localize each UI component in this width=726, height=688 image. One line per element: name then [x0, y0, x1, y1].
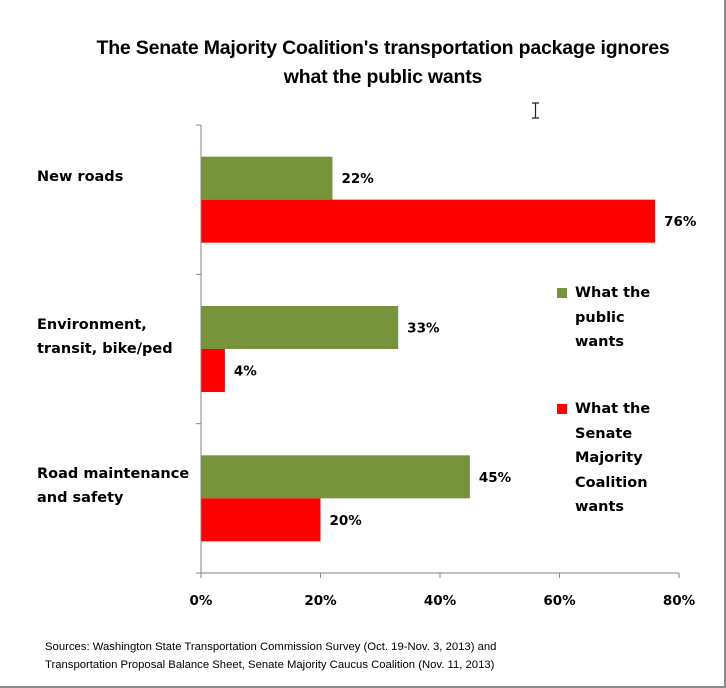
x-tick-label: 60%: [543, 593, 576, 609]
legend-text-line: What the: [575, 401, 651, 417]
bar-public: [201, 455, 470, 499]
legend-entry-public: What the public wants: [557, 281, 695, 355]
legend-text-line: public: [575, 309, 625, 326]
category-label-line: and safety: [37, 490, 124, 506]
data-label: 20%: [330, 513, 363, 529]
category-label-line: New roads: [37, 169, 124, 185]
chart-title-line-2: what the public wants: [283, 66, 483, 88]
legend-text-line: Senate: [575, 425, 633, 442]
legend-item-senate: What the Senate Majority Coalition wants: [557, 397, 695, 520]
legend-swatch-red: [557, 404, 567, 414]
source-note: Sources: Washington State Transportation…: [45, 638, 496, 674]
legend-swatch-green: [557, 288, 567, 298]
legend-text-line: wants: [575, 499, 625, 515]
category-label-new-roads: New roads: [37, 165, 123, 189]
bar-senate: [201, 349, 225, 392]
legend-text-line: Coalition: [575, 474, 648, 491]
text-cursor-icon: [532, 102, 539, 119]
legend-text-line: Majority: [575, 450, 643, 466]
x-tick-label: 40%: [424, 593, 457, 609]
bar-senate: [201, 199, 656, 243]
category-label-line: transit, bike/ped: [37, 341, 173, 357]
bar-senate: [201, 498, 321, 542]
data-label: 45%: [479, 470, 512, 486]
data-label: 22%: [341, 171, 374, 187]
source-line-2: Transportation Proposal Balance Sheet, S…: [45, 659, 495, 671]
chart-title: The Senate Majority Coalition's transpor…: [40, 34, 726, 92]
x-tick-label: 0%: [190, 593, 213, 609]
legend-text-line: wants: [575, 334, 625, 350]
data-label: 76%: [664, 214, 697, 230]
source-line-1: Sources: Washington State Transportation…: [45, 641, 497, 653]
x-tick-label: 20%: [304, 593, 337, 609]
bar-public: [201, 156, 333, 200]
chart-title-line-1: The Senate Majority Coalition's transpor…: [96, 37, 670, 59]
category-label-line: Environment,: [37, 317, 147, 333]
data-label: 33%: [407, 321, 440, 337]
legend-text-line: What the: [575, 285, 651, 301]
category-label-road-maintenance: Road maintenance and safety: [37, 462, 189, 510]
category-label-environment: Environment, transit, bike/ped: [37, 313, 173, 361]
data-label: 4%: [234, 364, 257, 380]
bar-public: [201, 306, 399, 349]
category-label-line: Road maintenance: [37, 466, 190, 482]
legend-item-public: What the public wants: [557, 281, 695, 355]
x-tick-label: 80%: [663, 593, 696, 609]
legend-entry-senate: What the Senate Majority Coalition wants: [557, 397, 695, 520]
